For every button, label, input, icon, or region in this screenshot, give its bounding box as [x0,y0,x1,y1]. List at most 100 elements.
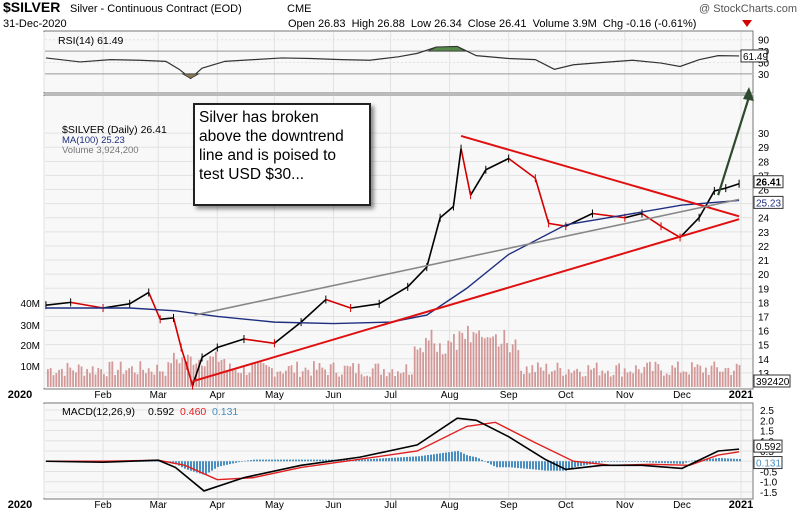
volume-bar [293,372,296,387]
volume-bar [192,364,195,387]
volume-bar [147,368,150,387]
macd-hist-bar [565,461,567,471]
volume-bar [167,362,170,387]
volume-bar [108,361,111,387]
volume-bar [405,364,408,387]
price-segment [378,286,409,305]
x-tick-label: Aug [441,500,459,511]
macd-hist-bar [472,456,474,462]
macd-hist-bar [376,458,378,462]
volume-bar [383,369,385,387]
volume-bar [562,375,564,387]
volume-bar [565,374,567,387]
x-tick-label: Jul [384,500,397,511]
volume-bar [528,373,531,387]
volume-bar [245,374,248,387]
rsi-label: RSI(14) 61.49 [58,35,124,47]
volume-bar [248,372,251,387]
volume-bar [338,376,340,387]
macd-hist-bar [451,451,453,462]
macd-hist-bar [478,458,480,462]
volume-bar [61,368,63,387]
rsi-value-box [740,49,768,63]
macd-hist-bar [727,458,729,462]
price-tick-label: 15 [758,341,770,352]
price-segment [148,292,161,320]
macd-hist-bar [571,461,573,469]
volume-bar [212,356,214,387]
volume-bar [497,346,500,387]
volume-bar [430,329,433,387]
volume-bar [150,371,153,387]
price-tick-label: 23 [758,228,770,239]
macd-hist-bar [271,459,273,462]
watermark: @ StockCharts.com [699,3,797,15]
macd-hist-bar [445,452,447,462]
macd-hist-bar [328,459,330,462]
macd-hist-bar [667,461,669,464]
macd-tick-label: 2.0 [760,416,774,427]
macd-hist-bar [430,454,432,462]
macd-hist-bar [691,460,693,462]
volume-bar [318,363,321,387]
volume-bar [262,363,265,387]
price-segment [45,301,71,306]
volume-bar [567,369,570,387]
volume-bar [691,362,693,387]
macd-hist-bar [652,461,654,463]
volume-bar [388,372,391,387]
macd-hist-bar [562,461,564,471]
volume-bar [607,370,609,387]
macd-hist-bar [553,461,555,471]
volume-bar [542,370,545,387]
volume-bar [276,371,279,387]
volume-bar [693,367,696,387]
volume-bar [629,371,632,387]
volume-bar [273,376,276,387]
volume-bar [584,376,587,387]
price-segment [452,148,462,207]
macd-hist-bar [709,458,711,462]
macd-hist-bar [379,458,381,462]
volume-bar [243,365,245,387]
macd-hist-bar [187,461,189,470]
macd-hist-bar [229,461,231,465]
macd-hist-bar [607,461,609,462]
volume-bar [537,362,539,387]
volume-bar [623,368,626,387]
price-segment [243,338,275,345]
macd-hist-bar [391,457,393,462]
hist-value: 0.131 [212,406,238,418]
macd-hist-bar [685,461,687,463]
volume-bar [89,373,91,387]
volume-bar [181,357,184,387]
rsi-overbought-fill [428,46,467,52]
volume-bar [268,366,270,387]
volume-bar [719,371,721,387]
volume-bar [226,369,228,387]
volume-bar [105,376,108,387]
volume-bar [621,376,623,387]
x-tick-label: Apr [210,390,226,401]
volume-bar [55,373,58,387]
volume-bar [301,371,304,387]
macd-hist-bar [427,455,429,462]
macd-hist-bar [238,461,240,463]
macd-hist-bar [475,457,477,462]
macd-hist-bar [604,461,606,462]
volume-bar [539,367,542,387]
volume-bar [679,372,682,387]
x-tick-label: 2020 [8,389,32,401]
volume-bar [343,365,346,387]
volume-bar [514,339,517,387]
x-tick-label: 2020 [8,499,32,511]
price-segment [592,212,625,219]
price-segment [469,169,487,196]
macd-hist-bar [712,458,714,462]
volume-bar [198,359,200,387]
macd-hist-bar [196,461,198,473]
volume-bar [391,369,394,387]
volume-bar [100,369,102,387]
price-segment [70,301,104,309]
volume-bar [441,354,444,387]
